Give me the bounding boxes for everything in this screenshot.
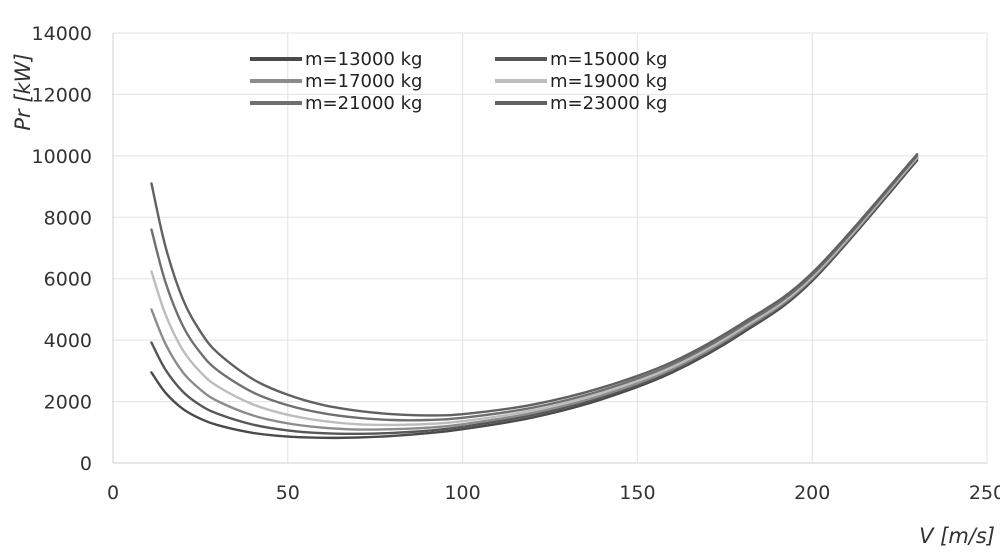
series-line-5 — [150, 154, 919, 422]
legend-label-6: m=23000 kg — [550, 93, 667, 114]
x-tick-label: 50 — [276, 482, 300, 504]
axes — [112, 33, 987, 464]
legend-label-5: m=21000 kg — [305, 93, 422, 114]
y-tick-label: 4000 — [44, 330, 92, 352]
x-tick-label: 100 — [444, 482, 480, 504]
gridlines — [113, 32, 988, 463]
series-line-3 — [150, 157, 919, 431]
y-tick-label: 12000 — [32, 84, 92, 106]
x-tick-labels: 0 50 100 150 200 250 — [107, 482, 1000, 504]
y-tick-labels: 0 2000 4000 6000 8000 10000 12000 14000 — [32, 23, 92, 475]
legend-label-2: m=15000 kg — [550, 49, 667, 70]
x-tick-label: 250 — [969, 482, 1000, 504]
x-tick-label: 0 — [107, 482, 119, 504]
legend-label-1: m=13000 kg — [305, 49, 422, 70]
legend-label-3: m=17000 kg — [305, 71, 422, 92]
y-tick-label: 0 — [80, 453, 92, 475]
series-line-2 — [150, 157, 919, 436]
series-line-1 — [150, 159, 919, 440]
y-tick-label: 14000 — [32, 23, 92, 45]
y-tick-label: 6000 — [44, 269, 92, 291]
series-line-6 — [150, 153, 919, 417]
legend-label-4: m=19000 kg — [550, 71, 667, 92]
series-lines — [150, 153, 919, 440]
x-tick-label: 200 — [794, 482, 830, 504]
legend: m=13000 kg m=15000 kg m=17000 kg m=19000 kg… — [250, 49, 667, 114]
x-tick-label: 150 — [619, 482, 655, 504]
y-tick-label: 10000 — [32, 146, 92, 168]
y-axis-title: Pr [kW] — [11, 53, 35, 130]
series-line-4 — [150, 155, 919, 427]
y-tick-label: 2000 — [44, 392, 92, 414]
y-tick-label: 8000 — [44, 207, 92, 229]
x-axis-title: V [m/s] — [919, 524, 995, 548]
